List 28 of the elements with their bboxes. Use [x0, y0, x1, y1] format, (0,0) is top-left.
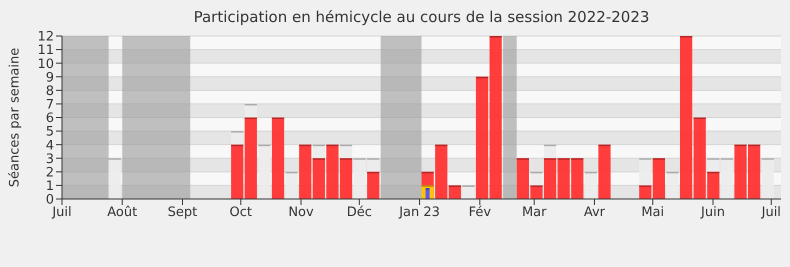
x-tick-label: Déc [346, 205, 372, 220]
y-tick-label: 4 [46, 138, 54, 154]
y-tick-label: 12 [37, 30, 54, 45]
chart-title: Participation en hémicycle au cours de la session 2022-2023 [192, 8, 650, 26]
x-tick-label: Oct [230, 205, 252, 220]
x-tick-label: Fév [468, 205, 492, 220]
y-tick-label: 2 [46, 165, 54, 180]
y-tick-label: 3 [46, 152, 54, 167]
y-tick-label: 9 [46, 70, 54, 86]
y-tick-label: 7 [46, 98, 54, 113]
x-tick-label: Mai [641, 205, 664, 220]
x-tick-label: Jan 23 [398, 205, 440, 220]
x-tick-label: Juin [700, 205, 725, 220]
y-tick-label: 10 [37, 56, 54, 72]
x-tick-label: Nov [288, 205, 314, 220]
y-tick-label: 1 [46, 179, 54, 194]
y-tick-label: 5 [46, 124, 54, 140]
x-tick-label: Août [107, 205, 138, 220]
x-tick-label: Juil [51, 205, 72, 220]
y-tick-label: 6 [46, 111, 54, 126]
y-tick-label: 11 [37, 43, 54, 58]
x-tick-label: Mar [522, 205, 548, 220]
y-axis-title: Séances par semaine [8, 48, 23, 188]
y-tick-label: 8 [46, 84, 54, 99]
y-tick-label: 0 [46, 192, 54, 208]
x-tick-label: Juil [760, 205, 781, 220]
x-tick-label: Sept [168, 205, 198, 220]
x-tick-label: Avr [584, 205, 606, 220]
